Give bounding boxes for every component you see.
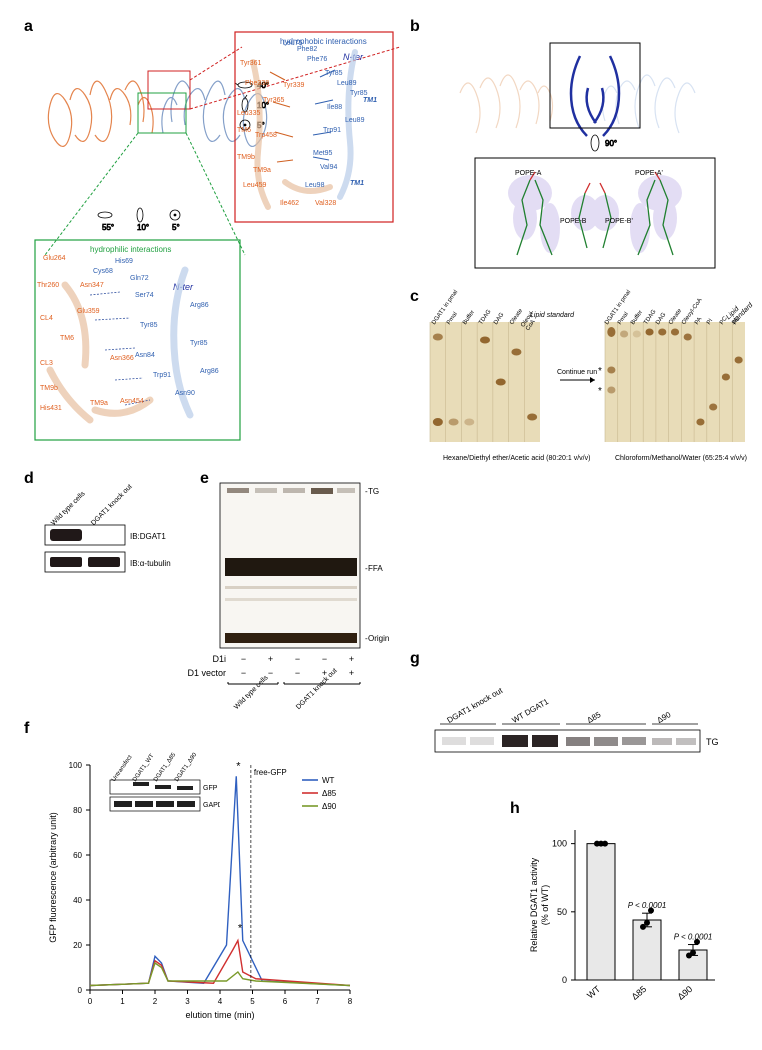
svg-text:WT: WT (585, 984, 603, 1001)
svg-text:0: 0 (78, 986, 83, 995)
svg-text:elution time (min): elution time (min) (185, 1010, 254, 1020)
svg-text:POPE-B': POPE-B' (605, 218, 633, 225)
svg-text:10°: 10° (137, 223, 149, 232)
svg-text:80: 80 (73, 806, 82, 815)
svg-text:POPE-A': POPE-A' (635, 170, 663, 177)
svg-text:Hexane/Diethyl ether/Acetic ac: Hexane/Diethyl ether/Acetic acid (80:20:… (443, 455, 590, 462)
panel-g-labels: DGAT1 knock outWT DGAT1Δ85Δ90 (435, 668, 715, 708)
svg-text:TG: TG (368, 487, 379, 496)
svg-text:8: 8 (348, 997, 353, 1006)
svg-text:WT: WT (322, 776, 335, 785)
svg-text:GFP: GFP (203, 785, 218, 792)
svg-text:GAPDH: GAPDH (203, 802, 220, 809)
svg-text:TG: TG (706, 737, 719, 747)
panel-c-right-labels: DGAT1 in pmalPmalBufferTDAGDAGOleateOleo… (605, 298, 745, 328)
svg-text:100: 100 (552, 839, 567, 849)
svg-text:6: 6 (283, 997, 288, 1006)
panel-f-inset-labels: UntransfectDGAT1_WTDGAT1_Δ85DGAT1_Δ90 (110, 745, 210, 775)
svg-text:0: 0 (562, 975, 567, 985)
svg-text:7: 7 (315, 997, 320, 1006)
svg-text:60: 60 (73, 851, 82, 860)
svg-text:IB:DGAT1: IB:DGAT1 (130, 532, 166, 541)
svg-text:90°: 90° (605, 139, 617, 148)
svg-text:P < 0.0001: P < 0.0001 (628, 901, 667, 910)
panel-label-b: b (410, 18, 420, 36)
panel-label-f: f (24, 720, 29, 738)
svg-text:20: 20 (73, 941, 82, 950)
panel-label-h: h (510, 800, 520, 818)
panel-h-chart: 0 50 100 Relative DGAT1 activity(% of WT) WT… (520, 810, 750, 1040)
svg-text:GFP fluorescence (arbitrary un: GFP fluorescence (arbitrary unit) (48, 812, 58, 942)
svg-text:*: * (598, 366, 602, 377)
svg-text:Continue run: Continue run (557, 369, 597, 376)
panel-label-d: d (24, 470, 34, 488)
panel-b-structure: 90° POPE-A POPE-A' POPE-B POPE-B' (420, 28, 750, 278)
svg-text:POPE-A: POPE-A (515, 170, 542, 177)
panel-c-left-labels: DGAT1 in pmalPmalBufferTDAGDAGOleateOleo… (430, 298, 540, 328)
svg-text:Δ90: Δ90 (676, 984, 695, 1002)
svg-text:Δ85: Δ85 (630, 984, 649, 1002)
lipid-std-left: Lipid standard (530, 312, 574, 319)
svg-text:50: 50 (557, 907, 567, 917)
panel-a-hydrophilic-labels: His69 Cys68 Gln72 Ser74 Arg86 Tyr85 Trp9… (35, 240, 240, 440)
svg-text:Origin: Origin (368, 634, 389, 643)
svg-text:2: 2 (153, 997, 158, 1006)
svg-text:(% of WT): (% of WT) (540, 885, 550, 926)
panel-e-table: D1i −+−−+ D1 vector −−−++ (178, 652, 365, 680)
svg-text:P < 0.0001: P < 0.0001 (674, 933, 713, 942)
panel-g-blot: TG (430, 700, 740, 780)
svg-text:55°: 55° (102, 223, 114, 232)
svg-text:3: 3 (185, 997, 190, 1006)
svg-text:POPE-B: POPE-B (560, 218, 587, 225)
svg-text:40: 40 (73, 896, 82, 905)
svg-text:5: 5 (250, 997, 255, 1006)
svg-text:IB:α-tubulin: IB:α-tubulin (130, 559, 171, 568)
svg-text:4: 4 (218, 997, 223, 1006)
svg-text:FFA: FFA (368, 564, 383, 573)
svg-text:Relative DGAT1 activity: Relative DGAT1 activity (529, 857, 539, 952)
svg-text:*: * (598, 386, 602, 397)
svg-text:100: 100 (69, 761, 83, 770)
svg-text:Chloroform/Methanol/Water (65:: Chloroform/Methanol/Water (65:25:4 v/v/v… (615, 455, 747, 462)
svg-text:Δ85: Δ85 (322, 789, 337, 798)
panel-label-e: e (200, 470, 209, 488)
svg-text:5°: 5° (172, 223, 180, 232)
svg-text:Δ90: Δ90 (322, 802, 337, 811)
svg-text:1: 1 (120, 997, 125, 1006)
svg-text:*: * (238, 923, 243, 935)
svg-text:0: 0 (88, 997, 93, 1006)
svg-text:free-GFP: free-GFP (254, 768, 287, 777)
panel-a-hydrophobic-labels: Phe82 Leu75 Phe76 Tyr85 Leu89 Tyr85 Ile8… (235, 32, 393, 222)
svg-text:*: * (236, 761, 241, 773)
